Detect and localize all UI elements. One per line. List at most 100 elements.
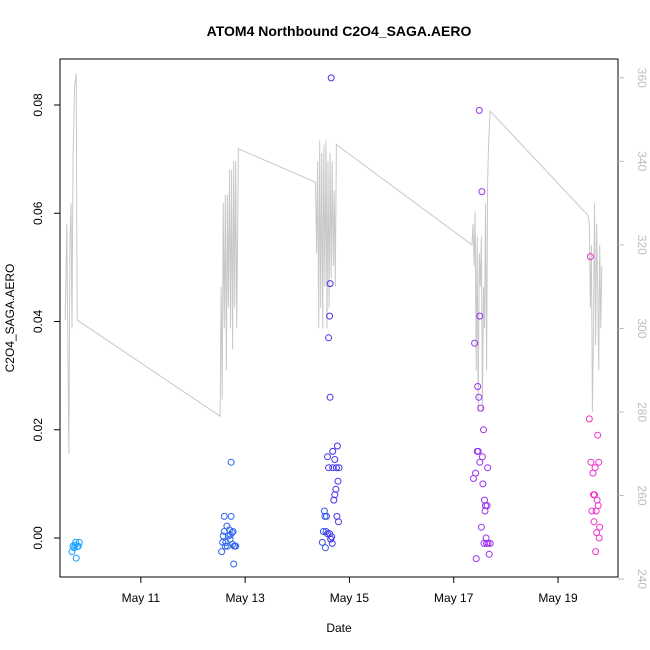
data-point bbox=[228, 529, 236, 537]
data-point bbox=[227, 512, 235, 520]
data-point bbox=[479, 480, 487, 488]
x-tick-label: May 13 bbox=[225, 591, 265, 605]
secondary-series-line bbox=[64, 73, 603, 454]
data-point bbox=[335, 464, 343, 472]
data-point bbox=[595, 534, 603, 542]
plot-border bbox=[59, 58, 619, 578]
data-point bbox=[220, 512, 228, 520]
data-points bbox=[68, 74, 604, 568]
data-point bbox=[318, 538, 326, 546]
data-point bbox=[326, 312, 334, 320]
data-point bbox=[484, 539, 492, 547]
data-point bbox=[475, 106, 483, 114]
data-point bbox=[326, 280, 334, 288]
y-right-tick-label: 360 bbox=[635, 68, 649, 88]
data-point bbox=[474, 383, 482, 390]
data-point bbox=[72, 554, 80, 562]
y-right-tick-label: 320 bbox=[635, 235, 649, 255]
data-point bbox=[471, 339, 479, 347]
secondary-line-path bbox=[64, 73, 603, 454]
data-point bbox=[472, 555, 480, 563]
x-tick-label: May 15 bbox=[330, 591, 370, 605]
data-point bbox=[485, 550, 493, 558]
data-point bbox=[595, 458, 603, 466]
y-tick-label: 0.00 bbox=[31, 526, 45, 550]
data-point bbox=[328, 533, 336, 541]
data-point bbox=[591, 464, 599, 472]
data-point bbox=[227, 458, 235, 466]
data-point bbox=[218, 548, 226, 556]
data-point bbox=[229, 528, 237, 535]
data-point bbox=[472, 469, 480, 477]
data-point bbox=[486, 539, 494, 547]
data-point bbox=[324, 453, 331, 461]
data-point bbox=[592, 548, 600, 556]
data-point bbox=[325, 334, 333, 342]
data-point bbox=[75, 538, 83, 546]
x-tick-label: May 17 bbox=[434, 591, 474, 605]
y-right-tick-label: 240 bbox=[635, 569, 649, 589]
plot-frame bbox=[59, 58, 619, 578]
data-point bbox=[594, 431, 602, 439]
data-point bbox=[323, 512, 330, 520]
data-point bbox=[478, 453, 486, 461]
data-point bbox=[594, 502, 602, 510]
data-point bbox=[587, 458, 595, 466]
y-tick-label: 0.02 bbox=[31, 418, 45, 442]
data-point bbox=[327, 74, 335, 82]
data-point bbox=[593, 496, 601, 504]
x-axis: May 11 May 13 May 15 May 17 May 19 bbox=[122, 577, 578, 605]
y-right-tick-label: 260 bbox=[635, 485, 649, 505]
data-point bbox=[477, 404, 485, 412]
data-point bbox=[230, 560, 238, 568]
data-point bbox=[593, 529, 601, 537]
data-point bbox=[222, 538, 230, 546]
data-point bbox=[591, 491, 598, 499]
data-point bbox=[474, 447, 482, 455]
data-point bbox=[328, 539, 336, 547]
y-axis-left: 0.00 0.02 0.04 0.06 0.08 bbox=[31, 93, 60, 550]
data-point bbox=[219, 532, 227, 540]
data-point bbox=[480, 426, 487, 434]
y-right-tick-label: 300 bbox=[635, 318, 649, 338]
data-point bbox=[586, 253, 594, 261]
data-point bbox=[221, 542, 229, 550]
data-point bbox=[588, 507, 596, 515]
data-point bbox=[329, 447, 337, 455]
data-point bbox=[335, 518, 342, 526]
data-point bbox=[484, 464, 492, 472]
x-tick-label: May 11 bbox=[122, 591, 161, 605]
data-point bbox=[483, 502, 491, 510]
data-point bbox=[325, 464, 333, 472]
y-axis-right: 240 260 280 300 320 340 360 bbox=[618, 68, 649, 589]
y-tick-label: 0.06 bbox=[31, 201, 45, 225]
data-point bbox=[319, 528, 327, 535]
data-point bbox=[476, 312, 484, 320]
data-point bbox=[585, 415, 593, 423]
data-point bbox=[596, 523, 604, 531]
data-point bbox=[332, 464, 340, 472]
y-tick-label: 0.08 bbox=[31, 93, 45, 117]
data-point bbox=[333, 442, 341, 450]
data-point bbox=[331, 456, 339, 463]
x-tick-label: May 19 bbox=[538, 591, 578, 605]
data-point bbox=[226, 535, 234, 543]
data-point bbox=[74, 542, 82, 550]
data-point bbox=[326, 393, 334, 401]
data-point bbox=[590, 518, 598, 526]
data-point bbox=[477, 523, 485, 531]
data-point bbox=[321, 544, 329, 552]
x-axis-label: Date bbox=[326, 621, 352, 635]
data-point bbox=[334, 477, 342, 485]
data-point bbox=[475, 393, 483, 401]
data-point bbox=[476, 458, 484, 466]
y-axis-label: C2O4_SAGA.AERO bbox=[3, 264, 17, 373]
data-point bbox=[332, 485, 340, 493]
y-tick-label: 0.04 bbox=[31, 309, 45, 333]
y-right-tick-label: 280 bbox=[635, 402, 649, 422]
data-point bbox=[232, 542, 240, 550]
data-point bbox=[478, 188, 486, 196]
chart-title: ATOM4 Northbound C2O4_SAGA.AERO bbox=[207, 23, 472, 39]
